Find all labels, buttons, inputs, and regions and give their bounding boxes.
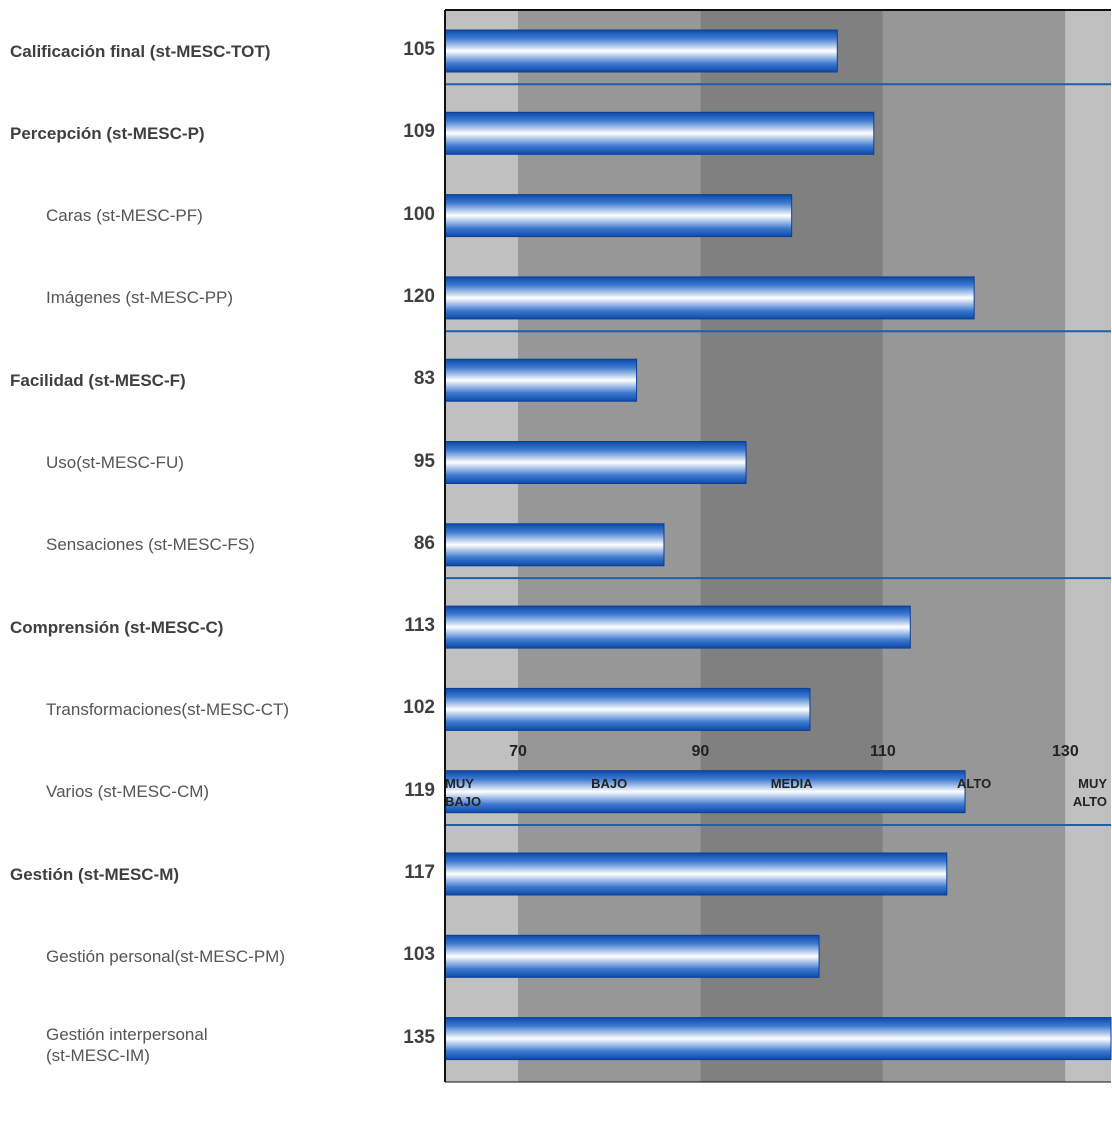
band-2	[700, 10, 883, 1082]
bar-5	[444, 441, 747, 484]
band-3	[882, 10, 1066, 1082]
range-category-0: MUY BAJO	[445, 776, 482, 809]
bar-3	[444, 276, 975, 320]
bar-label-6: Sensaciones (st-MESC-FS)	[46, 535, 255, 555]
bar-value-4: 83	[413, 368, 435, 390]
bar-value-8: 102	[403, 697, 435, 719]
bar-10	[444, 852, 948, 896]
bar-label-4: Facilidad (st-MESC-F)	[10, 370, 186, 390]
bar-label-12: Gestión interpersonal (st-MESC-IM)	[46, 1024, 208, 1065]
bar-value-12: 135	[403, 1026, 435, 1048]
bar-7	[444, 605, 911, 649]
bar-label-9: Varios (st-MESC-CM)	[46, 782, 210, 802]
bar-label-3: Imágenes (st-MESC-PP)	[46, 288, 234, 308]
x-tick-2: 110	[870, 743, 896, 760]
bar-2	[444, 194, 793, 238]
x-tick-0: 70	[509, 743, 527, 760]
bar-4	[444, 358, 638, 402]
bar-value-2: 100	[403, 203, 435, 225]
bar-value-9: 119	[404, 779, 435, 801]
range-category-4: MUY ALTO	[1072, 776, 1107, 809]
bar-value-11: 103	[403, 944, 435, 966]
bar-1	[444, 111, 875, 155]
bar-label-5: Uso(st-MESC-FU)	[46, 453, 184, 472]
bar-label-11: Gestión personal(st-MESC-PM)	[46, 946, 286, 966]
range-category-3: ALTO	[957, 776, 992, 791]
bar-value-1: 109	[403, 121, 435, 143]
bar-value-3: 120	[403, 285, 435, 307]
bar-label-0: Calificación final (st-MESC-TOT)	[10, 41, 271, 61]
plot-frame	[444, 9, 1111, 1083]
bar-8	[444, 687, 811, 731]
bar-label-2: Caras (st-MESC-PF)	[46, 206, 203, 226]
bar-label-10: Gestión (st-MESC-M)	[10, 864, 180, 884]
bar-value-6: 86	[413, 532, 435, 554]
bar-label-8: Transformaciones(st-MESC-CT)	[46, 699, 290, 719]
bar-11	[444, 934, 820, 978]
bar-label-7: Comprensión (st-MESC-C)	[10, 617, 224, 637]
bar-9	[444, 770, 966, 814]
range-category-1: BAJO	[591, 776, 628, 791]
bar-label-1: Percepción (st-MESC-P)	[10, 123, 205, 143]
x-tick-3: 130	[1052, 743, 1079, 760]
bar-12	[444, 1017, 1112, 1061]
band-4	[1065, 10, 1111, 1082]
bar-0	[444, 29, 838, 73]
x-tick-1: 90	[691, 743, 710, 760]
bars-group	[444, 29, 1112, 1061]
bar-6	[444, 523, 665, 567]
bar-value-7: 113	[404, 615, 435, 637]
range-category-2: MEDIA	[770, 776, 813, 791]
bar-value-5: 95	[413, 450, 435, 472]
bar-value-0: 105	[403, 39, 435, 60]
group-dividers	[445, 83, 1111, 826]
bar-value-10: 117	[404, 862, 435, 883]
